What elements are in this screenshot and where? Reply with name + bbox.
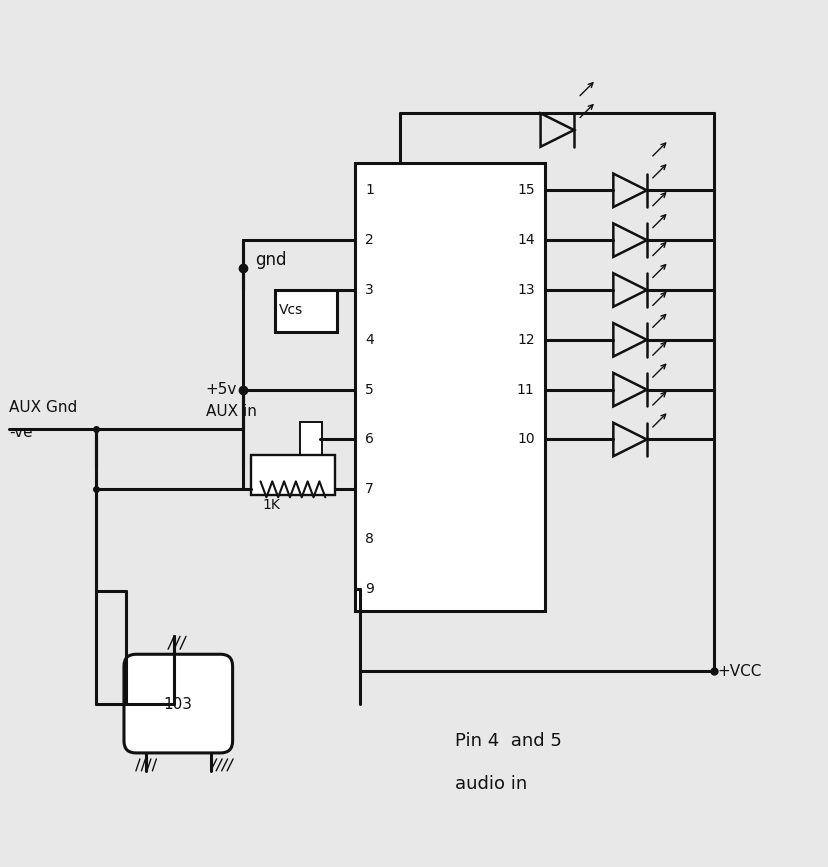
Text: audio in: audio in [455, 775, 527, 792]
Text: 15: 15 [517, 183, 534, 198]
Bar [250, 455, 335, 495]
Text: 4: 4 [364, 333, 373, 347]
Text: 11: 11 [516, 382, 534, 396]
Text: 103: 103 [163, 696, 192, 712]
Bar [300, 421, 322, 458]
Text: Pin 4  and 5: Pin 4 and 5 [455, 732, 561, 750]
Text: 10: 10 [517, 433, 534, 447]
Text: 1K: 1K [262, 498, 280, 512]
Text: 2: 2 [364, 233, 373, 247]
Bar [275, 290, 337, 332]
Text: 3: 3 [364, 283, 373, 297]
Text: gnd: gnd [255, 251, 286, 269]
Text: 6: 6 [364, 433, 373, 447]
Text: 9: 9 [364, 582, 373, 596]
Text: Vcs: Vcs [278, 303, 302, 317]
Text: 1: 1 [364, 183, 373, 198]
Text: AUX Gnd: AUX Gnd [9, 400, 78, 414]
FancyBboxPatch shape [124, 655, 233, 753]
Text: +5v: +5v [205, 381, 237, 396]
Text: 8: 8 [364, 532, 373, 546]
Text: 12: 12 [517, 333, 534, 347]
Text: AUX in: AUX in [205, 403, 257, 419]
Bar [354, 163, 544, 611]
Text: +VCC: +VCC [716, 664, 760, 679]
Text: 14: 14 [517, 233, 534, 247]
Text: 7: 7 [364, 482, 373, 496]
Text: -ve: -ve [9, 425, 33, 440]
Text: 13: 13 [517, 283, 534, 297]
Text: 5: 5 [364, 382, 373, 396]
